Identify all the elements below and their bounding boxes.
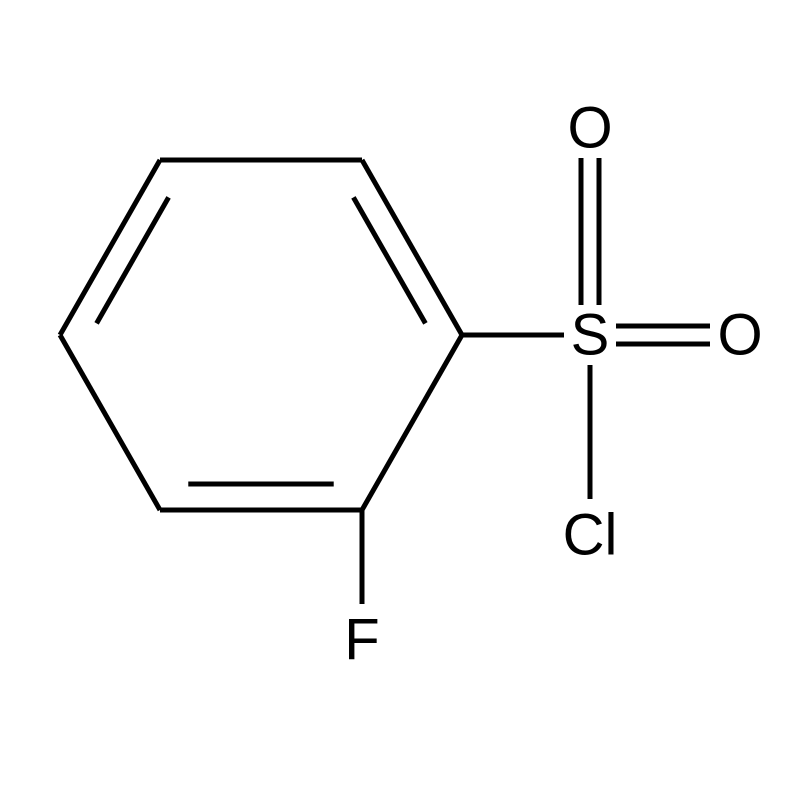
atom-s: S xyxy=(571,303,610,368)
bond-line xyxy=(362,335,462,510)
bond-line xyxy=(60,160,160,335)
bond-line xyxy=(362,160,462,335)
bond-line xyxy=(97,197,169,323)
atom-o2: O xyxy=(717,303,762,368)
atom-cl: Cl xyxy=(563,503,618,568)
atom-f: F xyxy=(344,608,379,673)
atom-o1: O xyxy=(567,96,612,161)
bond-line xyxy=(353,197,425,323)
bond-line xyxy=(60,335,160,510)
